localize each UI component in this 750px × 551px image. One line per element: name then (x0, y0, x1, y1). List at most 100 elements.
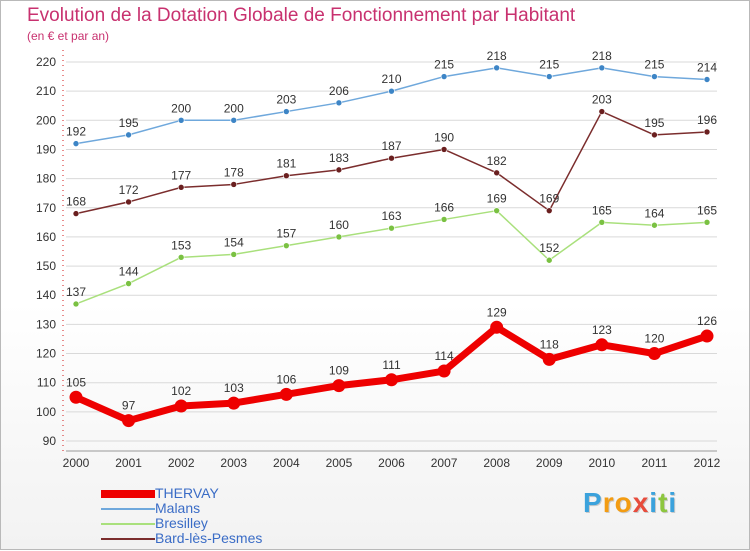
data-point (177, 117, 185, 124)
logo-letter: o (614, 487, 633, 518)
data-point (385, 373, 398, 387)
data-point (332, 379, 346, 393)
legend-label: Bard-lès-Pesmes (155, 530, 263, 546)
data-label: 166 (434, 200, 454, 214)
x-tick-label: 2005 (326, 456, 353, 470)
data-label: 152 (539, 241, 559, 255)
data-point (598, 219, 606, 226)
data-label: 109 (329, 364, 349, 378)
proxiti-logo: Proxiti (583, 487, 677, 519)
data-label: 114 (435, 349, 454, 363)
data-label: 187 (381, 139, 401, 153)
data-point (279, 387, 293, 401)
data-label: 178 (224, 165, 244, 179)
data-point (651, 131, 658, 139)
legend: THERVAY Malans Bresilley Bard-lès-Pesmes (101, 486, 361, 546)
logo-letter: r (602, 487, 615, 518)
data-label: 165 (592, 203, 612, 217)
data-label: 200 (171, 101, 191, 115)
legend-swatch (101, 490, 155, 498)
data-label: 214 (697, 60, 717, 74)
legend-swatch (101, 523, 155, 525)
series-line-bresilley (75, 209, 708, 305)
data-point (542, 352, 556, 366)
data-label: 144 (119, 265, 139, 279)
data-label: 206 (329, 84, 349, 98)
data-point (335, 99, 343, 107)
y-tick-label: 190 (36, 142, 56, 156)
logo-letter: x (632, 487, 650, 518)
data-point (493, 169, 500, 177)
legend-label: THERVAY (155, 485, 219, 501)
series-line-bard-l-s-pesmes (75, 110, 708, 215)
y-tick-label: 160 (36, 230, 56, 244)
data-point (545, 73, 553, 80)
logo-letter: i (668, 487, 678, 518)
data-point (598, 64, 606, 72)
data-label: 190 (434, 130, 454, 144)
data-point (647, 347, 661, 361)
legend-label: Malans (155, 500, 201, 516)
data-label: 210 (381, 72, 401, 86)
data-point (440, 216, 448, 223)
data-point (440, 146, 448, 153)
data-label: 215 (434, 58, 454, 72)
logo-letter: P (583, 487, 603, 518)
data-point (700, 329, 714, 343)
data-point (703, 219, 711, 226)
data-point (230, 117, 238, 124)
data-point (545, 207, 553, 214)
data-point (125, 280, 132, 287)
legend-label: Bresilley (155, 515, 208, 531)
data-point (437, 364, 451, 378)
data-point (174, 399, 188, 413)
data-label: 183 (329, 151, 349, 165)
x-tick-label: 2010 (588, 456, 615, 470)
data-label: 195 (644, 116, 664, 130)
logo-letter: i (649, 487, 659, 518)
data-point (545, 256, 553, 264)
legend-item: Malans (101, 501, 361, 516)
x-tick-label: 2001 (115, 456, 142, 470)
data-point (177, 254, 185, 261)
y-tick-label: 100 (36, 405, 56, 419)
data-label: 196 (697, 113, 717, 127)
data-point (651, 73, 658, 80)
data-label: 105 (66, 375, 86, 389)
data-label: 164 (644, 206, 664, 220)
data-label: 120 (644, 332, 664, 346)
data-label: 111 (382, 358, 401, 372)
data-point (651, 221, 658, 229)
data-label: 215 (644, 58, 664, 72)
y-tick-label: 200 (36, 113, 56, 127)
data-point (122, 414, 136, 428)
x-tick-label: 2006 (378, 456, 405, 470)
y-tick-label: 220 (36, 55, 56, 69)
data-point (283, 108, 290, 115)
y-tick-label: 170 (36, 201, 56, 215)
data-point (230, 251, 238, 258)
x-tick-label: 2000 (63, 456, 90, 470)
data-label: 168 (66, 195, 86, 209)
chart-title: Evolution de la Dotation Globale de Fonc… (27, 5, 576, 26)
y-tick-label: 90 (43, 434, 57, 448)
data-label: 192 (66, 125, 86, 139)
data-point (598, 108, 606, 115)
data-label: 157 (276, 227, 296, 241)
data-label: 118 (540, 337, 559, 351)
data-label: 129 (487, 305, 507, 319)
data-point (125, 198, 132, 206)
x-tick-label: 2009 (536, 456, 563, 470)
data-label: 215 (539, 58, 559, 72)
data-point (335, 166, 343, 174)
y-tick-label: 210 (36, 84, 56, 98)
data-label: 123 (592, 323, 612, 337)
x-tick-label: 2002 (168, 456, 195, 470)
data-label: 160 (329, 218, 349, 232)
y-tick-label: 150 (36, 259, 56, 273)
data-point (703, 128, 711, 136)
logo-letter: t (658, 487, 669, 518)
data-point (493, 207, 500, 214)
